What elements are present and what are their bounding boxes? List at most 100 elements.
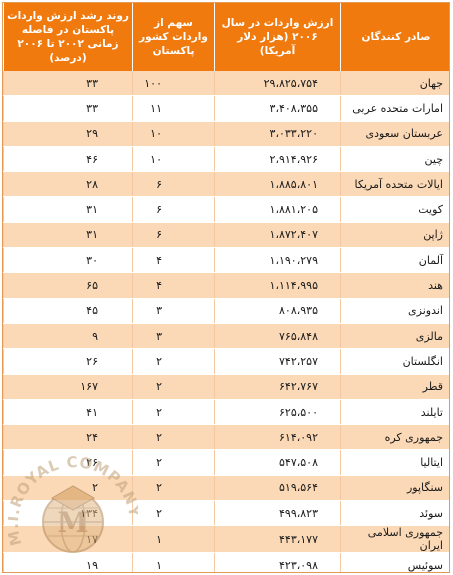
cell-growth: ۱۳۴ <box>3 500 133 527</box>
table-row: تایلند ۶۲۵،۵۰۰ ۲ ۴۱ <box>3 399 449 426</box>
cell-growth: ۳۱ <box>3 222 133 249</box>
cell-share: ۲ <box>132 424 215 451</box>
table-row: سنگاپور ۵۱۹،۵۶۴ ۲ ۲ <box>3 475 449 502</box>
cell-share: ۱۰ <box>132 121 215 147</box>
cell-growth: ۲۸ <box>3 171 133 198</box>
table-row: جمهوری اسلامی ایران ۴۴۳،۱۷۷ ۱ ۱۷ <box>3 525 449 554</box>
cell-import-value: ۵۱۹،۵۶۴ <box>214 475 341 502</box>
table-row: انگلستان ۷۴۲،۲۵۷ ۲ ۲۶ <box>3 348 449 375</box>
cell-import-value: ۱،۱۱۴،۹۹۵ <box>214 272 341 299</box>
cell-share: ۶ <box>132 196 215 223</box>
header-share: سهم از واردات کشور پاکستان <box>132 3 215 71</box>
cell-import-value: ۴۴۳،۱۷۷ <box>214 525 341 554</box>
cell-growth: ۲۴ <box>3 424 133 451</box>
table-row: ژاپن ۱،۸۷۲،۴۰۷ ۶ ۳۱ <box>3 222 449 249</box>
table-row: کویت ۱،۸۸۱،۲۰۵ ۶ ۳۱ <box>3 196 449 223</box>
cell-share: ۱ <box>132 525 215 554</box>
cell-exporter: مالزی <box>340 323 449 350</box>
cell-exporter: کویت <box>340 196 449 223</box>
cell-exporter: امارات متحده عربی <box>340 95 449 122</box>
cell-import-value: ۸۰۸،۹۳۵ <box>214 298 341 324</box>
table-row: چین ۲،۹۱۴،۹۲۶ ۱۰ ۴۶ <box>3 146 449 173</box>
cell-share: ۲ <box>132 348 215 375</box>
cell-share: ۱ <box>132 552 215 572</box>
cell-share: ۶ <box>132 222 215 249</box>
cell-share: ۲ <box>132 475 215 502</box>
cell-import-value: ۴۲۳،۰۹۸ <box>214 552 341 572</box>
cell-growth: ۳۳ <box>3 71 133 97</box>
cell-import-value: ۲،۹۱۴،۹۲۶ <box>214 146 341 173</box>
cell-growth: ۱۶۷ <box>3 374 133 400</box>
cell-exporter: تایلند <box>340 399 449 426</box>
cell-import-value: ۵۴۷،۵۰۸ <box>214 449 341 476</box>
cell-exporter: جهان <box>340 71 449 97</box>
cell-growth: ۲۶ <box>3 348 133 375</box>
cell-import-value: ۶۴۲،۷۶۷ <box>214 374 341 400</box>
table-row: اندونزی ۸۰۸،۹۳۵ ۳ ۴۵ <box>3 298 449 324</box>
cell-exporter: سوئد <box>340 500 449 527</box>
cell-share: ۱۰۰ <box>132 71 215 97</box>
header-growth: روند رشد ارزش واردات پاکستان در فاصله زم… <box>3 3 133 71</box>
table-row: سوئد ۴۹۹،۸۲۳ ۲ ۱۳۴ <box>3 500 449 527</box>
cell-share: ۳ <box>132 323 215 350</box>
cell-growth: ۲۹ <box>3 121 133 147</box>
cell-exporter: قطر <box>340 374 449 400</box>
cell-growth: ۳۳ <box>3 95 133 122</box>
cell-growth: ۹ <box>3 323 133 350</box>
cell-import-value: ۷۴۲،۲۵۷ <box>214 348 341 375</box>
cell-growth: ۱۷ <box>3 525 133 554</box>
cell-import-value: ۶۱۴،۰۹۲ <box>214 424 341 451</box>
cell-share: ۲ <box>132 449 215 476</box>
cell-import-value: ۳،۰۳۳،۲۲۰ <box>214 121 341 147</box>
cell-exporter: عربستان سعودی <box>340 121 449 147</box>
cell-growth: ۴۵ <box>3 298 133 324</box>
cell-import-value: ۱،۸۸۱،۲۰۵ <box>214 196 341 223</box>
table-row: امارات متحده عربی ۳،۴۰۸،۳۵۵ ۱۱ ۳۳ <box>3 95 449 122</box>
header-exporters: صادر کنندگان <box>340 3 449 71</box>
table-body: جهان ۲۹،۸۲۵،۷۵۴ ۱۰۰ ۳۳ امارات متحده عربی ۳،۴۰… <box>3 71 449 572</box>
cell-exporter: اندونزی <box>340 298 449 324</box>
header-row: صادر کنندگان ارزش واردات در سال ۲۰۰۶ (هز… <box>3 3 449 71</box>
table-row: ایتالیا ۵۴۷،۵۰۸ ۲ ۲۶ <box>3 449 449 476</box>
cell-share: ۱۰ <box>132 146 215 173</box>
cell-exporter: ژاپن <box>340 222 449 249</box>
cell-import-value: ۴۹۹،۸۲۳ <box>214 500 341 527</box>
table-row: آلمان ۱،۱۹۰،۲۷۹ ۴ ۳۰ <box>3 247 449 274</box>
cell-exporter: هند <box>340 272 449 299</box>
cell-growth: ۲ <box>3 475 133 502</box>
cell-growth: ۶۵ <box>3 272 133 299</box>
cell-exporter: آلمان <box>340 247 449 274</box>
cell-share: ۱۱ <box>132 95 215 122</box>
cell-exporter: چین <box>340 146 449 173</box>
cell-share: ۴ <box>132 247 215 274</box>
cell-share: ۴ <box>132 272 215 299</box>
table-row: عربستان سعودی ۳،۰۳۳،۲۲۰ ۱۰ ۲۹ <box>3 121 449 147</box>
cell-share: ۳ <box>132 298 215 324</box>
cell-import-value: ۱،۱۹۰،۲۷۹ <box>214 247 341 274</box>
cell-growth: ۲۶ <box>3 449 133 476</box>
cell-share: ۲ <box>132 374 215 400</box>
table-row: قطر ۶۴۲،۷۶۷ ۲ ۱۶۷ <box>3 374 449 400</box>
cell-share: ۲ <box>132 500 215 527</box>
table-row: جهان ۲۹،۸۲۵،۷۵۴ ۱۰۰ ۳۳ <box>3 71 449 97</box>
cell-import-value: ۲۹،۸۲۵،۷۵۴ <box>214 71 341 97</box>
cell-exporter: سوئیس <box>340 552 449 572</box>
cell-import-value: ۶۲۵،۵۰۰ <box>214 399 341 426</box>
cell-exporter: انگلستان <box>340 348 449 375</box>
cell-share: ۲ <box>132 399 215 426</box>
cell-exporter: ایالات متحده آمریکا <box>340 171 449 198</box>
imports-table: صادر کنندگان ارزش واردات در سال ۲۰۰۶ (هز… <box>3 3 449 572</box>
cell-growth: ۱۹ <box>3 552 133 572</box>
cell-import-value: ۷۶۵،۸۴۸ <box>214 323 341 350</box>
cell-exporter: جمهوری اسلامی ایران <box>340 525 449 554</box>
cell-exporter: ایتالیا <box>340 449 449 476</box>
header-import-value: ارزش واردات در سال ۲۰۰۶ (هزار دلار آمریک… <box>214 3 341 71</box>
cell-exporter: جمهوری کره <box>340 424 449 451</box>
table-row: ایالات متحده آمریکا ۱،۸۸۵،۸۰۱ ۶ ۲۸ <box>3 171 449 198</box>
cell-growth: ۴۱ <box>3 399 133 426</box>
cell-exporter: سنگاپور <box>340 475 449 502</box>
cell-share: ۶ <box>132 171 215 198</box>
cell-import-value: ۳،۴۰۸،۳۵۵ <box>214 95 341 122</box>
cell-growth: ۳۱ <box>3 196 133 223</box>
